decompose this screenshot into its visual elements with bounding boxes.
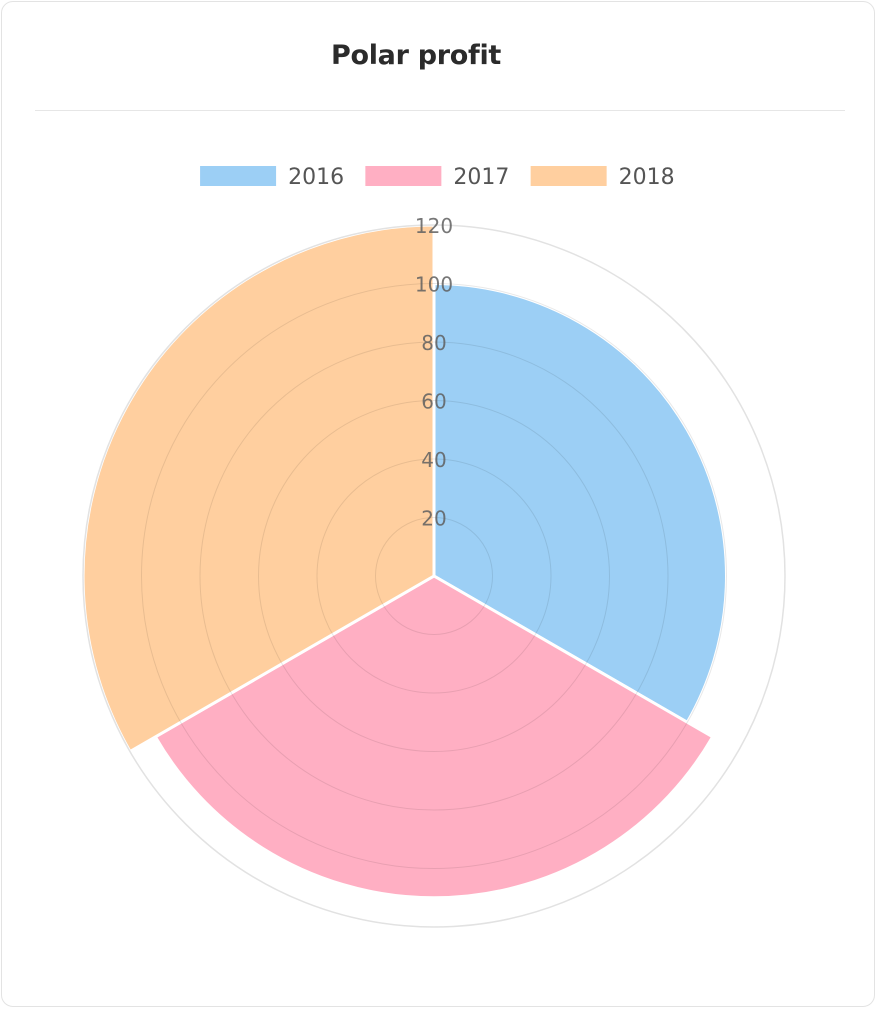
tick-label-80: 80 [421, 331, 446, 355]
grid-ring-120 [82, 224, 786, 928]
legend-label-2016: 2016 [288, 165, 344, 190]
grid-ring-60 [258, 400, 610, 752]
legend-swatch-2017 [365, 166, 442, 186]
radial-grid [82, 224, 786, 928]
legend: 2016 2017 2018 [200, 165, 675, 190]
legend-label-2018: 2018 [619, 165, 675, 190]
title-divider [35, 110, 845, 111]
radial-tick-labels: 20 40 60 80 100 120 [415, 214, 453, 531]
legend-item-2018[interactable]: 2018 [530, 165, 675, 190]
grid-ring-20 [375, 517, 493, 635]
grid-ring-80 [199, 341, 669, 811]
legend-swatch-2018 [530, 166, 607, 186]
tick-label-100: 100 [415, 273, 453, 297]
tick-label-40: 40 [421, 448, 446, 472]
legend-item-2017[interactable]: 2017 [365, 165, 509, 190]
tick-label-60: 60 [421, 390, 446, 414]
tick-label-120: 120 [415, 214, 453, 238]
grid-ring-40 [316, 458, 552, 694]
chart-title: Polar profit [330, 40, 502, 71]
legend-label-2017: 2017 [453, 165, 509, 190]
legend-item-2016[interactable]: 2016 [200, 165, 344, 190]
tick-label-20: 20 [421, 507, 446, 531]
chart-segments [81, 223, 728, 900]
grid-ring-100 [141, 283, 727, 869]
segment-2016[interactable] [432, 282, 728, 724]
legend-swatch-2016 [200, 166, 277, 186]
